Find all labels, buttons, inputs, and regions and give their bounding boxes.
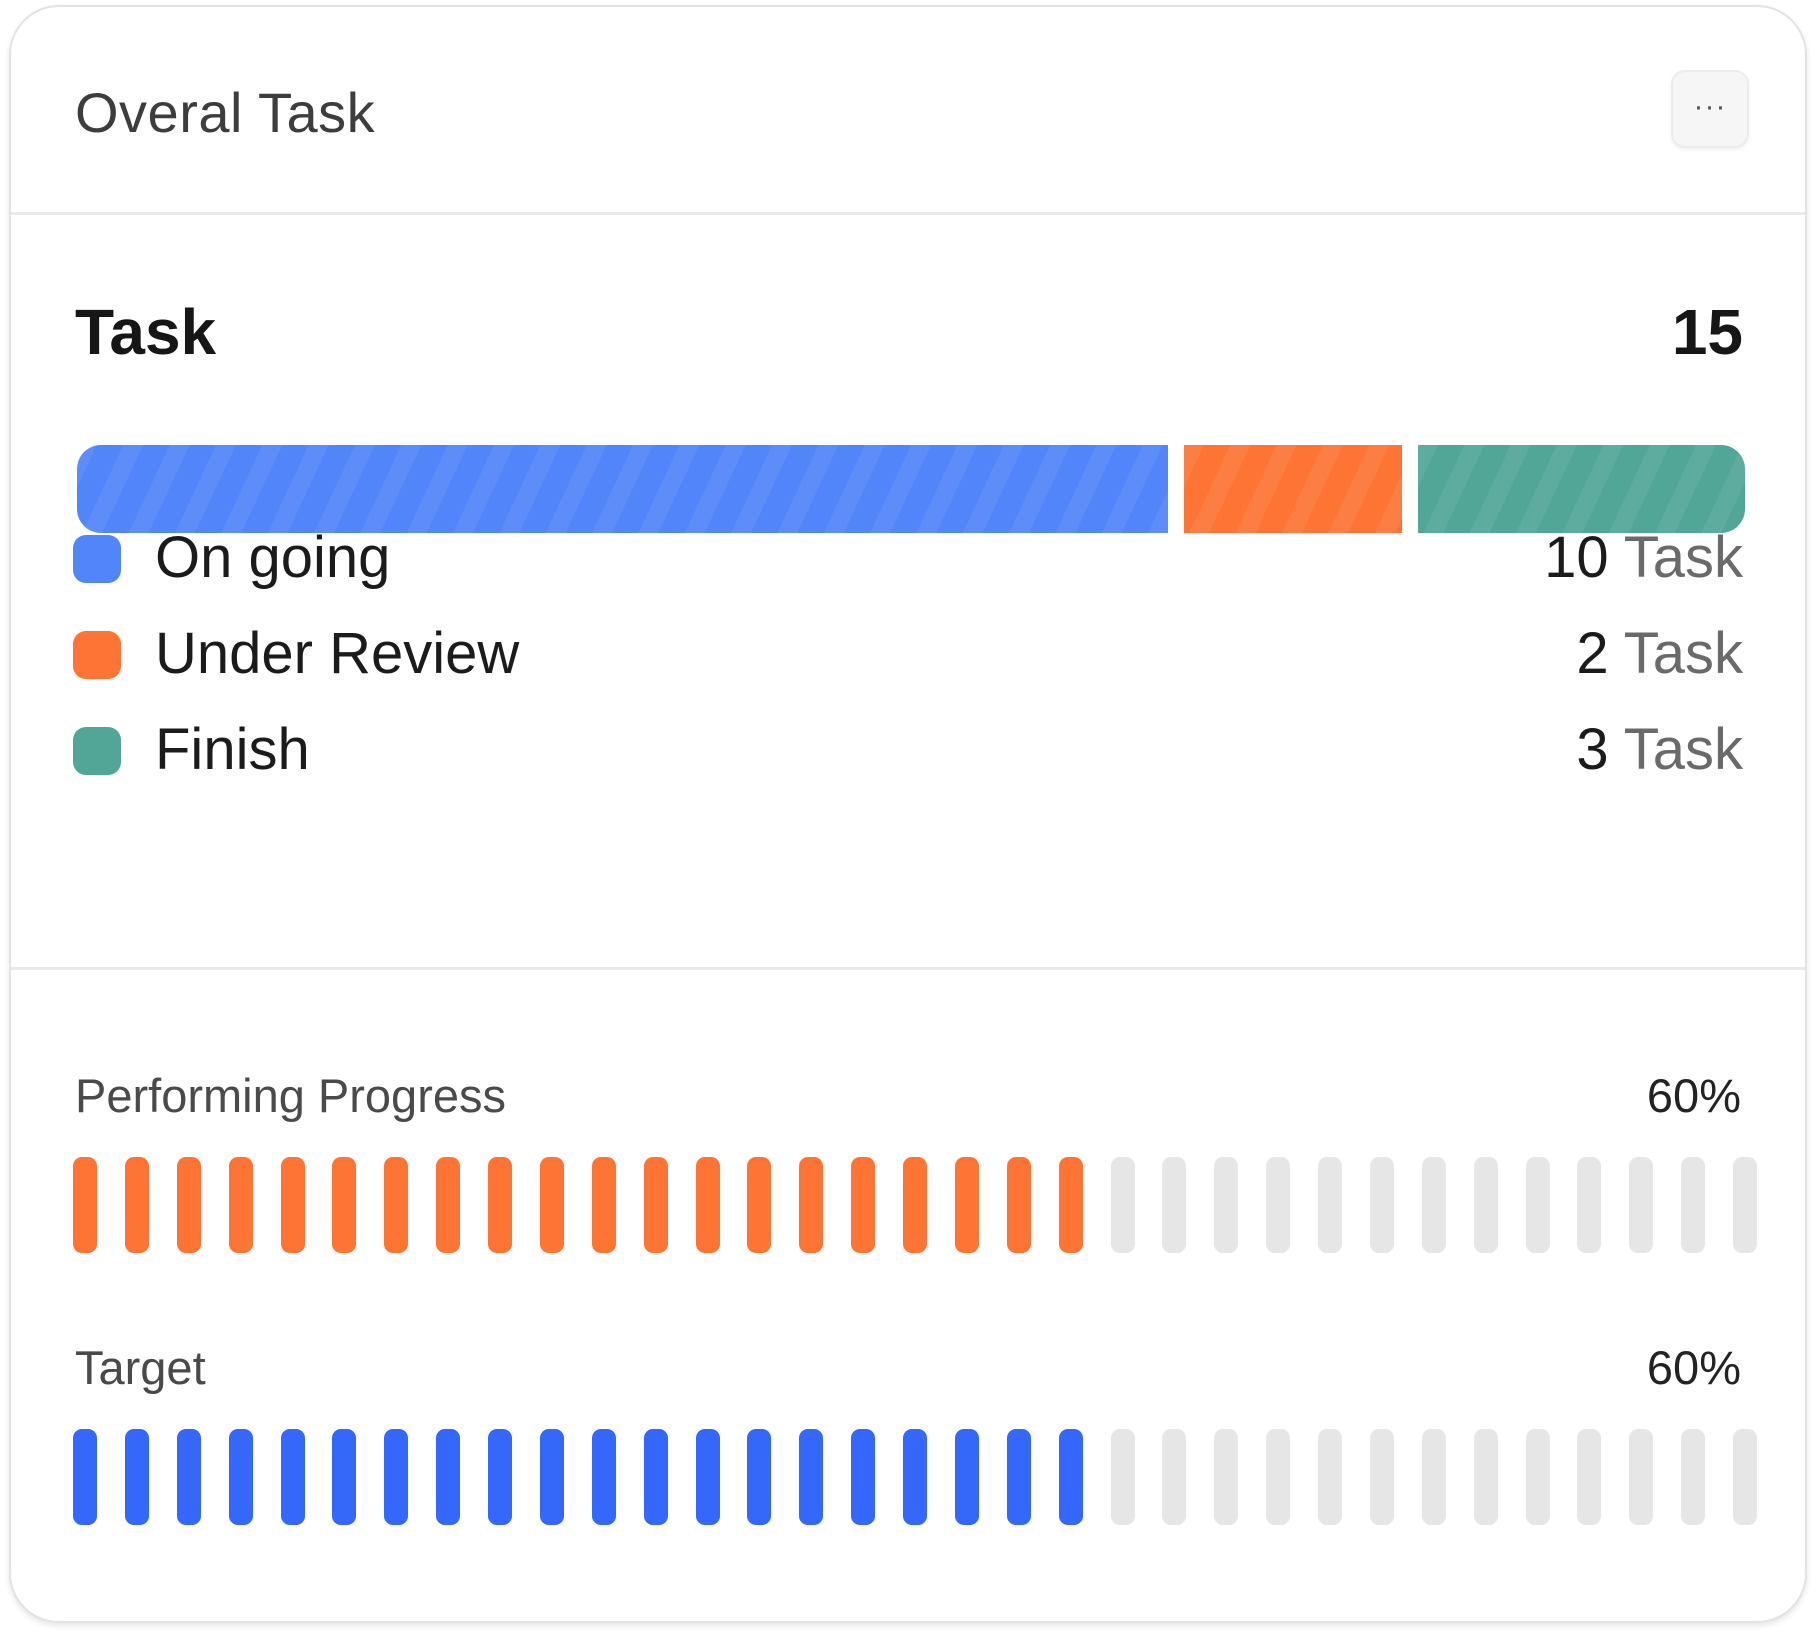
target-value: 60% (1646, 1341, 1741, 1394)
progress-tick-filled (1058, 1157, 1083, 1253)
more-dots-icon: ··· (1693, 90, 1727, 123)
progress-tick-empty (1421, 1157, 1446, 1253)
progress-tick-filled (1006, 1157, 1031, 1253)
performing-progress-value: 60% (1646, 1069, 1741, 1122)
progress-tick-filled (851, 1157, 876, 1253)
progress-tick-empty (1421, 1429, 1446, 1525)
progress-tick-filled (280, 1157, 305, 1253)
finish-color-dot (73, 727, 121, 775)
ongoing-color-dot (73, 535, 121, 583)
progress-tick-filled (332, 1429, 357, 1525)
stack-segment-under-review (1183, 445, 1402, 533)
progress-tick-filled (799, 1157, 824, 1253)
progress-tick-filled (591, 1157, 616, 1253)
legend-item-finish: Finish 3 Task (73, 715, 1743, 785)
progress-tick-empty (1162, 1429, 1187, 1525)
progress-tick-filled (954, 1157, 979, 1253)
target-progress-bar (73, 1429, 1757, 1525)
progress-tick-filled (903, 1157, 927, 1253)
progress-tick-empty (1266, 1157, 1291, 1253)
card-header: Overal Task ··· (11, 7, 1805, 215)
progress-tick-filled (436, 1429, 461, 1525)
progress-tick-filled (747, 1157, 772, 1253)
legend-label: Finish (155, 717, 310, 782)
progress-tick-empty (1318, 1429, 1342, 1525)
progress-tick-filled (643, 1157, 668, 1253)
progress-tick-empty (1629, 1157, 1654, 1253)
task-label: Task (75, 296, 217, 368)
progress-tick-filled (176, 1157, 201, 1253)
progress-tick-filled (799, 1429, 824, 1525)
task-stacked-bar (77, 445, 1745, 533)
progress-tick-empty (1162, 1157, 1187, 1253)
legend-value: 2 Task (1576, 621, 1743, 686)
legend-label: Under Review (155, 621, 520, 686)
progress-tick-empty (1473, 1429, 1498, 1525)
legend-item-ongoing: On going 10 Task (73, 523, 1743, 593)
progress-tick-filled (747, 1429, 772, 1525)
legend-label: On going (155, 525, 391, 590)
progress-tick-filled (643, 1429, 668, 1525)
progress-tick-empty (1369, 1429, 1394, 1525)
progress-tick-filled (851, 1429, 876, 1525)
progress-tick-filled (488, 1157, 512, 1253)
task-total: 15 (1671, 296, 1743, 368)
progress-tick-empty (1369, 1157, 1394, 1253)
legend-item-under-review: Under Review 2 Task (73, 619, 1743, 689)
progress-tick-empty (1733, 1429, 1757, 1525)
progress-tick-filled (436, 1157, 461, 1253)
target-label: Target (75, 1341, 206, 1394)
legend-value: 3 Task (1576, 717, 1743, 782)
performing-progress-label: Performing Progress (75, 1069, 506, 1122)
progress-tick-filled (1058, 1429, 1083, 1525)
progress-tick-filled (903, 1429, 927, 1525)
progress-tick-empty (1110, 1429, 1135, 1525)
progress-tick-filled (591, 1429, 616, 1525)
task-summary: Task 15 On going 10 Task Under Review 2 … (11, 215, 1805, 970)
progress-tick-filled (73, 1157, 97, 1253)
progress-tick-empty (1681, 1429, 1706, 1525)
card-title: Overal Task (75, 81, 376, 144)
progress-tick-filled (384, 1429, 409, 1525)
progress-tick-filled (228, 1429, 253, 1525)
progress-tick-filled (539, 1157, 564, 1253)
progress-tick-empty (1629, 1429, 1654, 1525)
progress-tick-filled (280, 1429, 305, 1525)
progress-tick-filled (695, 1429, 720, 1525)
under-review-color-dot (73, 631, 121, 679)
overall-task-card: Overal Task ··· Task 15 On going 10 Task… (9, 5, 1807, 1623)
progress-tick-filled (488, 1429, 512, 1525)
performing-progress-bar (73, 1157, 1757, 1253)
progress-tick-filled (124, 1429, 149, 1525)
progress-tick-empty (1525, 1157, 1550, 1253)
progress-tick-empty (1525, 1429, 1550, 1525)
progress-tick-empty (1266, 1429, 1291, 1525)
progress-tick-empty (1733, 1157, 1757, 1253)
legend-value: 10 Task (1544, 525, 1743, 590)
progress-tick-empty (1318, 1157, 1342, 1253)
progress-tick-filled (539, 1429, 564, 1525)
progress-tick-empty (1577, 1429, 1602, 1525)
more-options-button[interactable]: ··· (1671, 70, 1749, 148)
progress-tick-empty (1473, 1157, 1498, 1253)
progress-tick-filled (332, 1157, 357, 1253)
progress-tick-filled (1006, 1429, 1031, 1525)
progress-tick-filled (384, 1157, 409, 1253)
progress-tick-filled (176, 1429, 201, 1525)
progress-tick-empty (1214, 1429, 1239, 1525)
progress-tick-filled (695, 1157, 720, 1253)
progress-tick-filled (228, 1157, 253, 1253)
progress-tick-filled (73, 1429, 97, 1525)
stack-segment-finish (1417, 445, 1745, 533)
progress-tick-empty (1681, 1157, 1706, 1253)
progress-tick-filled (124, 1157, 149, 1253)
stack-segment-on-going (77, 445, 1168, 533)
progress-tick-filled (954, 1429, 979, 1525)
progress-tick-empty (1214, 1157, 1239, 1253)
progress-tick-empty (1577, 1157, 1602, 1253)
progress-tick-empty (1110, 1157, 1135, 1253)
